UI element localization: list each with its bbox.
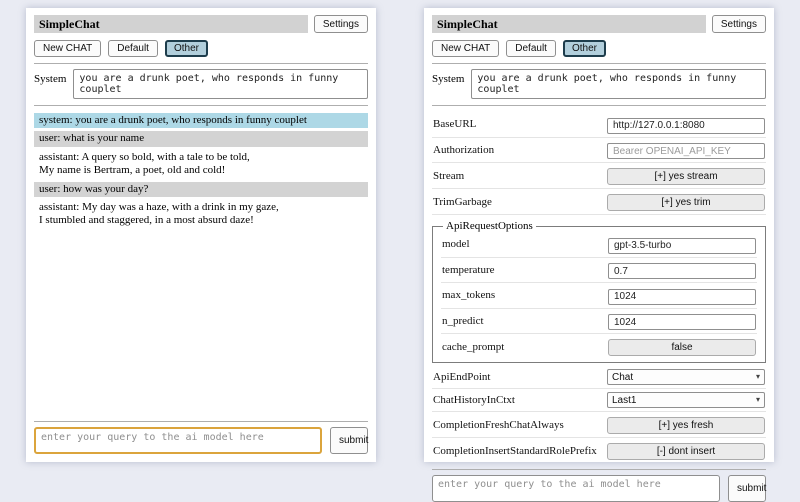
apiendpoint-select[interactable]: Chat ▾ — [607, 369, 765, 385]
settings-row-max-tokens: max_tokens — [441, 283, 757, 309]
max-tokens-input[interactable] — [608, 288, 756, 305]
chathistoryinctxt-select[interactable]: Last1 ▾ — [607, 392, 765, 408]
settings-row-model: model — [441, 232, 757, 258]
settings-row-n-predict: n_predict — [441, 309, 757, 334]
completioninsertstandardroleprefix-label: CompletionInsertStandardRolePrefix — [433, 444, 597, 457]
settings-row-temperature: temperature — [441, 258, 757, 283]
divider — [432, 469, 766, 470]
completioninsertstandardroleprefix-toggle-button[interactable]: [-] dont insert — [607, 443, 765, 460]
model-input[interactable] — [608, 237, 756, 254]
settings-row-baseurl: BaseURL — [432, 112, 766, 138]
settings-button[interactable]: Settings — [313, 15, 368, 33]
chevron-down-icon: ▾ — [755, 395, 760, 404]
divider — [34, 421, 368, 422]
settings-form: BaseURL Authorization Stream [+] yes str… — [432, 112, 766, 463]
session-row: New CHAT Default Other — [432, 40, 766, 57]
temperature-input[interactable] — [608, 263, 756, 279]
temperature-label: temperature — [442, 263, 495, 276]
apiendpoint-label: ApiEndPoint — [433, 371, 491, 383]
chathistoryinctxt-selected-value: Last1 — [612, 394, 637, 406]
n-predict-input[interactable] — [608, 314, 756, 330]
session-button-default[interactable]: Default — [506, 40, 556, 57]
settings-row-authorization: Authorization — [432, 138, 766, 163]
api-request-options-legend: ApiRequestOptions — [446, 220, 533, 232]
divider — [34, 63, 368, 64]
baseurl-input[interactable] — [607, 117, 765, 134]
system-label: System — [34, 73, 67, 85]
baseurl-label: BaseURL — [433, 118, 477, 131]
settings-row-trimgarbage: TrimGarbage [+] yes trim — [432, 189, 766, 215]
completionfreshchatalways-label: CompletionFreshChatAlways — [433, 418, 564, 431]
divider — [34, 105, 368, 106]
chat-messages: system: you are a drunk poet, who respon… — [34, 113, 368, 232]
message-assistant: assistant: A query so bold, with a tale … — [34, 149, 368, 179]
message-user: user: how was your day? — [34, 181, 368, 198]
query-row: submit — [432, 475, 766, 502]
chevron-down-icon: ▾ — [755, 372, 760, 381]
header: SimpleChat Settings — [34, 15, 368, 33]
settings-row-chathistoryinctxt: ChatHistoryInCtxt Last1 ▾ — [432, 389, 766, 412]
max-tokens-label: max_tokens — [442, 289, 496, 302]
session-button-other[interactable]: Other — [562, 40, 606, 57]
submit-button[interactable]: submit — [330, 427, 368, 454]
session-row: New CHAT Default Other — [34, 40, 368, 57]
model-label: model — [442, 238, 470, 251]
settings-row-completionfreshchatalways: CompletionFreshChatAlways [+] yes fresh — [432, 412, 766, 438]
apiendpoint-selected-value: Chat — [612, 371, 634, 383]
settings-row-completioninsertstandardroleprefix: CompletionInsertStandardRolePrefix [-] d… — [432, 438, 766, 463]
authorization-input[interactable] — [607, 143, 765, 159]
cache-prompt-toggle-button[interactable]: false — [608, 339, 756, 356]
trimgarbage-toggle-button[interactable]: [+] yes trim — [607, 194, 765, 211]
settings-row-stream: Stream [+] yes stream — [432, 163, 766, 189]
system-prompt-row: System you are a drunk poet, who respond… — [34, 69, 368, 99]
message-assistant: assistant: My day was a haze, with a dri… — [34, 200, 368, 229]
message-user: user: what is your name — [34, 131, 368, 147]
divider — [432, 63, 766, 64]
spacer — [34, 232, 368, 415]
app-title: SimpleChat — [432, 15, 706, 33]
new-chat-button[interactable]: New CHAT — [34, 40, 102, 57]
session-button-default[interactable]: Default — [108, 40, 158, 57]
user-query-input[interactable] — [34, 427, 322, 454]
stream-label: Stream — [433, 169, 465, 182]
api-request-options-fieldset: ApiRequestOptions model temperature max_… — [432, 220, 766, 363]
query-row: submit — [34, 427, 368, 454]
system-label: System — [432, 73, 465, 85]
message-system: system: you are a drunk poet, who respon… — [34, 113, 368, 129]
trimgarbage-label: TrimGarbage — [433, 195, 492, 208]
system-prompt-row: System you are a drunk poet, who respond… — [432, 69, 766, 99]
user-query-input[interactable] — [432, 475, 720, 502]
system-prompt-input[interactable]: you are a drunk poet, who responds in fu… — [73, 69, 368, 99]
session-button-other[interactable]: Other — [164, 40, 208, 57]
settings-row-apiendpoint: ApiEndPoint Chat ▾ — [432, 366, 766, 389]
cache-prompt-label: cache_prompt — [442, 340, 505, 353]
system-prompt-input[interactable]: you are a drunk poet, who responds in fu… — [471, 69, 766, 99]
completionfreshchatalways-toggle-button[interactable]: [+] yes fresh — [607, 417, 765, 434]
new-chat-button[interactable]: New CHAT — [432, 40, 500, 57]
stream-toggle-button[interactable]: [+] yes stream — [607, 168, 765, 185]
n-predict-label: n_predict — [442, 314, 484, 327]
settings-button[interactable]: Settings — [711, 15, 766, 33]
chat-window: SimpleChat Settings New CHAT Default Oth… — [26, 8, 376, 462]
header: SimpleChat Settings — [432, 15, 766, 33]
settings-window: SimpleChat Settings New CHAT Default Oth… — [424, 8, 774, 502]
settings-row-cache-prompt: cache_prompt false — [441, 334, 757, 359]
authorization-label: Authorization — [433, 143, 495, 156]
chathistoryinctxt-label: ChatHistoryInCtxt — [433, 394, 515, 406]
app-title: SimpleChat — [34, 15, 308, 33]
submit-button[interactable]: submit — [728, 475, 766, 502]
divider — [432, 105, 766, 106]
